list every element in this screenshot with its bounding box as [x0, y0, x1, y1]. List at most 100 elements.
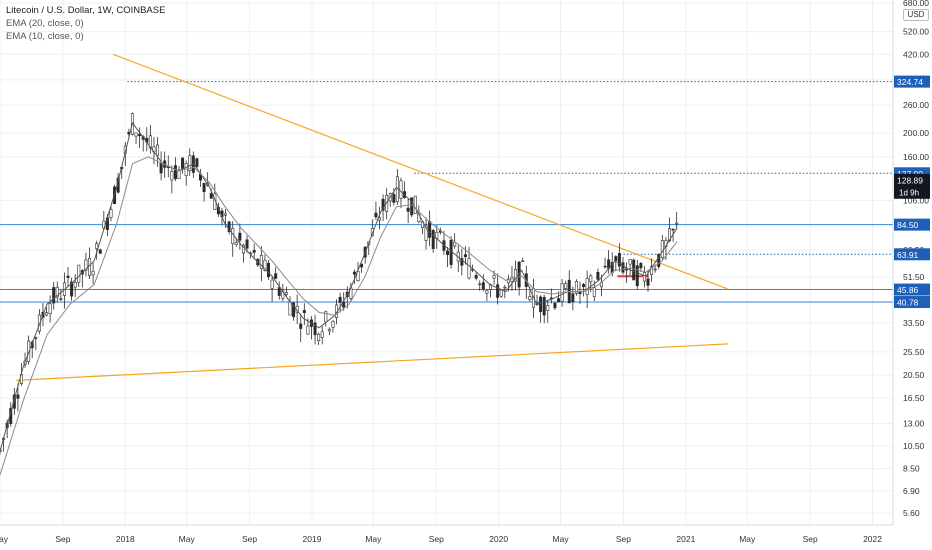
x-tick-label: 2021: [676, 534, 695, 544]
candle-body: [109, 209, 113, 218]
candle-body: [66, 275, 70, 278]
candle-body: [70, 281, 74, 297]
x-tick-label: May: [365, 534, 382, 544]
candle-body: [292, 302, 296, 318]
candle-body: [16, 394, 20, 399]
candle-body: [446, 250, 450, 255]
trendlines: [15, 53, 729, 382]
candle-body: [370, 228, 374, 236]
candle-body: [463, 254, 467, 258]
candle-body: [55, 286, 59, 298]
candle-body: [331, 321, 335, 328]
candle-body: [306, 325, 310, 335]
candle-body: [499, 289, 503, 297]
candle-body: [284, 292, 288, 295]
candle-body: [77, 264, 81, 283]
candle-body: [614, 256, 618, 261]
level-price-label: 84.50: [897, 220, 919, 230]
candle-body: [671, 228, 675, 231]
candle-body: [574, 281, 578, 294]
candle-body: [313, 322, 317, 336]
candle-body: [406, 207, 410, 212]
y-tick-label: 5.60: [903, 508, 920, 518]
candle-body: [34, 337, 38, 339]
candle-body: [274, 273, 278, 279]
candle-body: [635, 265, 639, 287]
candle-body: [503, 286, 507, 289]
candle-body: [73, 282, 77, 288]
level-price-label: 45.86: [897, 285, 919, 295]
last-price-tag: [894, 173, 930, 199]
chart-grid: [0, 0, 893, 525]
y-tick-label: 33.50: [903, 318, 925, 328]
y-tick-label: 160.00: [903, 152, 929, 162]
candle-body: [270, 279, 274, 289]
chart-legend: Litecoin / U.S. Dollar, 1W, COINBASE EMA…: [6, 4, 165, 43]
candle-body: [585, 278, 589, 296]
candle-body: [542, 297, 546, 316]
y-tick-label: 200.00: [903, 128, 929, 138]
countdown-label: 1d 9h: [899, 188, 919, 197]
candle-body: [159, 162, 163, 174]
x-tick-label: May: [179, 534, 196, 544]
y-tick-label: 8.50: [903, 464, 920, 474]
candle-body: [603, 265, 607, 268]
candle-body: [617, 253, 621, 267]
price-axis[interactable]: 680.00520.00420.00330.00260.00200.00160.…: [892, 0, 932, 550]
candle-body: [621, 262, 625, 273]
x-tick-label: 2020: [489, 534, 508, 544]
candle-body: [392, 194, 396, 203]
candle-body: [263, 259, 267, 271]
level-price-tag: [894, 248, 930, 261]
x-tick-label: Sep: [242, 534, 257, 544]
candle-body: [413, 195, 417, 214]
candle-body: [424, 225, 428, 241]
candle-body: [460, 258, 464, 266]
level-price-tag: [894, 296, 930, 309]
x-tick-label: May: [0, 534, 9, 544]
symbol-title[interactable]: Litecoin / U.S. Dollar, 1W, COINBASE: [6, 5, 166, 16]
candle-body: [177, 169, 181, 179]
x-tick-label: Sep: [616, 534, 631, 544]
price-axis-bg: [893, 0, 932, 550]
candle-body: [381, 198, 385, 211]
ema10-legend[interactable]: EMA (10, close, 0): [6, 31, 84, 42]
candle-body: [288, 301, 292, 316]
ema20-legend[interactable]: EMA (20, close, 0): [6, 18, 84, 29]
candle-body: [481, 282, 485, 290]
candle-body: [134, 132, 138, 137]
candle-body: [653, 268, 657, 271]
y-tick-label: 260.00: [903, 100, 929, 110]
y-tick-label: 25.50: [903, 347, 925, 357]
candle-body: [582, 283, 586, 288]
candle-body: [224, 213, 228, 216]
candle-body: [84, 259, 88, 271]
candle-body: [259, 255, 263, 270]
level-price-tag: [894, 218, 930, 231]
candle-body: [657, 253, 661, 267]
x-tick-label: May: [739, 534, 756, 544]
candle-body: [227, 221, 231, 232]
y-tick-label: 51.50: [903, 272, 925, 282]
x-tick-label: Sep: [803, 534, 818, 544]
candle-body: [12, 394, 16, 409]
candle-body: [557, 298, 561, 303]
candle-body: [45, 312, 49, 316]
candle-body: [277, 287, 281, 296]
candle-body: [506, 278, 510, 284]
candle-body: [181, 157, 185, 169]
candles: [0, 112, 679, 455]
candle-body: [352, 271, 356, 275]
candle-body: [59, 298, 63, 300]
candle-body: [485, 290, 489, 294]
candle-body: [467, 258, 471, 279]
level-price-label: 324.74: [897, 77, 923, 87]
candle-body: [492, 275, 496, 279]
candle-body: [231, 228, 235, 245]
time-axis[interactable]: May Sep 2018 May Sep 2019 May Sep 2020 May Sep 2021…: [0, 524, 893, 544]
last-price-label: 128.89: [897, 175, 923, 185]
y-tick-label: 20.50: [903, 370, 925, 380]
currency-label[interactable]: USD: [903, 9, 929, 21]
candle-body: [173, 165, 177, 180]
